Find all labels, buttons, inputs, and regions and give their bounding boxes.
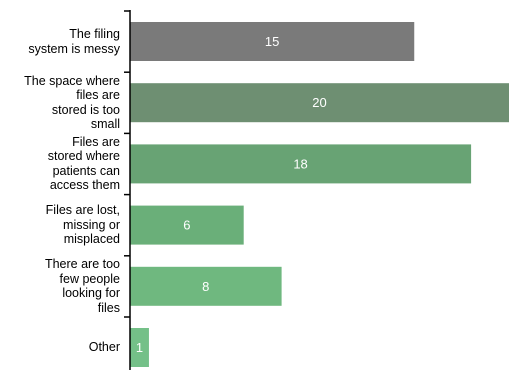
bar-value-label-3: 6 — [183, 218, 190, 233]
category-label-line: few people — [59, 271, 120, 286]
category-label-4: There are too few people looking for files — [0, 257, 120, 315]
bar-value-label-0: 15 — [265, 34, 279, 49]
category-label-2: Files are stored where patients can access … — [0, 135, 120, 193]
bar-value-label-4: 8 — [202, 279, 209, 294]
category-label-line: looking for — [62, 286, 120, 301]
category-label-5: Other — [0, 340, 120, 355]
category-label-line: stored is too — [51, 102, 120, 117]
category-label-line: access them — [49, 178, 120, 193]
category-label-line: files — [97, 300, 120, 315]
category-label-3: Files are lost, missing or misplaced — [0, 203, 120, 247]
category-label-line: small — [90, 117, 120, 132]
bar-value-label-1: 20 — [312, 95, 326, 110]
bar-1 — [130, 83, 509, 123]
category-label-line: patients can — [52, 163, 120, 178]
category-label-line: files are — [76, 88, 120, 103]
bar-2 — [130, 144, 472, 184]
bar-3 — [130, 205, 244, 245]
bar-4 — [130, 266, 282, 306]
category-label-line: Other — [88, 340, 120, 355]
category-label-line: There are too — [44, 257, 120, 272]
category-label-1: The space where files are stored is too sma… — [0, 74, 120, 132]
bar-0 — [130, 22, 415, 61]
category-label-line: Files are — [72, 134, 120, 149]
category-label-line: misplaced — [63, 232, 120, 247]
category-label-line: Files are lost, — [45, 203, 120, 218]
category-label-line: missing or — [63, 217, 120, 232]
bar-value-label-2: 18 — [293, 156, 307, 171]
category-label-line: system is messy — [28, 41, 120, 56]
category-label-0: The filing system is messy — [0, 27, 120, 56]
category-label-line: The space where — [24, 73, 120, 88]
category-label-line: stored where — [47, 149, 120, 164]
category-label-line: The filing — [69, 27, 120, 41]
bar-5 — [130, 328, 149, 367]
bar-value-label-5: 1 — [136, 340, 143, 355]
